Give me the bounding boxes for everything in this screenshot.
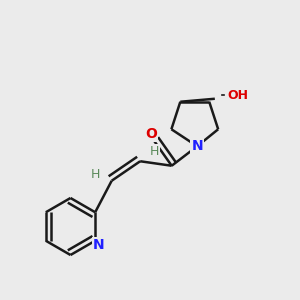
Text: OH: OH xyxy=(227,88,248,102)
Text: H: H xyxy=(150,145,159,158)
Text: N: N xyxy=(93,238,105,252)
Text: H: H xyxy=(91,168,100,181)
Text: O: O xyxy=(145,127,157,141)
Text: N: N xyxy=(191,139,203,153)
